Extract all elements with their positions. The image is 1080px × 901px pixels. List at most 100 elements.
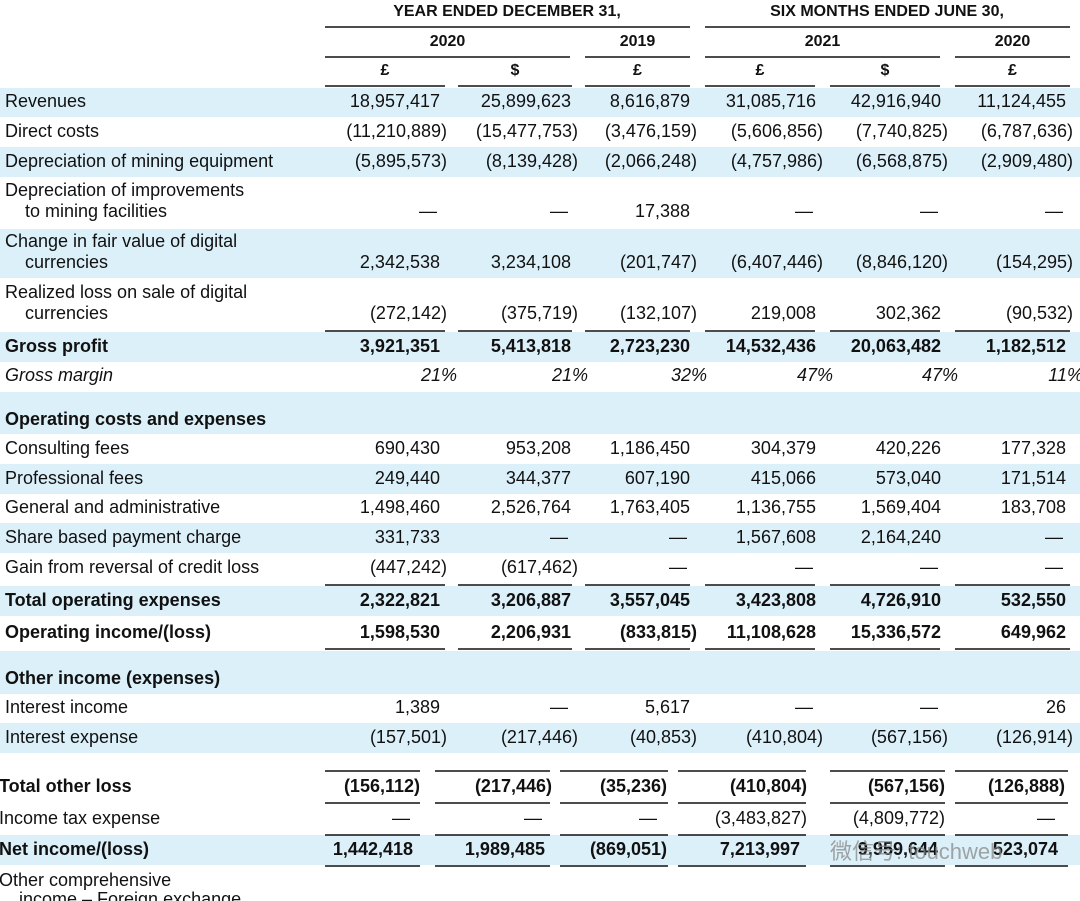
cell-value: 2,342,538 xyxy=(360,252,440,272)
row-label: Operating costs and expenses xyxy=(5,409,266,429)
cell-value: (217,446) xyxy=(475,776,552,796)
cell-value: (3,476,159) xyxy=(605,121,697,141)
row-label: Revenues xyxy=(5,91,86,111)
cell-value: (8,139,428) xyxy=(486,151,578,171)
row-label: General and administrative xyxy=(5,497,220,517)
cell-value: 1,569,404 xyxy=(861,497,941,517)
watermark: 微信号: touchweb xyxy=(830,839,1002,864)
cell-value: 415,066 xyxy=(751,468,816,488)
cell-value: 1,989,485 xyxy=(465,839,545,859)
row-label: Consulting fees xyxy=(5,438,129,458)
cell-value: (157,501) xyxy=(370,727,447,747)
cell-value: 573,040 xyxy=(876,468,941,488)
cell-value: — xyxy=(920,557,938,577)
cell-value: (2,066,248) xyxy=(605,151,697,171)
cell-value: 420,226 xyxy=(876,438,941,458)
cell-value: — xyxy=(795,557,813,577)
cell-value: (7,740,825) xyxy=(856,121,948,141)
cell-value: 1,442,418 xyxy=(333,839,413,859)
cell-value: — xyxy=(920,697,938,717)
row-band xyxy=(0,586,1080,616)
cell-value: 171,514 xyxy=(1001,468,1066,488)
row-label: Interest expense xyxy=(5,727,138,747)
row-label: currencies xyxy=(25,303,108,323)
cell-value: — xyxy=(669,527,687,547)
cell-value: (375,719) xyxy=(501,303,578,323)
cell-value: (447,242) xyxy=(370,557,447,577)
cell-value: (217,446) xyxy=(501,727,578,747)
cell-value: 607,190 xyxy=(625,468,690,488)
cell-value: 18,957,417 xyxy=(350,91,440,111)
cell-value: (410,804) xyxy=(746,727,823,747)
cell-value: (5,895,573) xyxy=(355,151,447,171)
cell-value: (4,757,986) xyxy=(731,151,823,171)
group-header: YEAR ENDED DECEMBER 31, xyxy=(393,3,621,20)
row-label: Net income/(loss) xyxy=(0,839,149,859)
row-label: currencies xyxy=(25,252,108,272)
row-label: Other comprehensive xyxy=(0,870,171,890)
row-label: Change in fair value of digital xyxy=(5,231,237,251)
cell-value: 3,921,351 xyxy=(360,336,440,356)
cell-value: — xyxy=(1037,808,1055,828)
currency-header: $ xyxy=(881,62,890,79)
cell-value: 523,074 xyxy=(993,839,1058,859)
cell-value: (272,142) xyxy=(370,303,447,323)
currency-header: $ xyxy=(511,62,520,79)
cell-value: 1,186,450 xyxy=(610,438,690,458)
cell-value: 3,234,108 xyxy=(491,252,571,272)
cell-value: (4,809,772) xyxy=(853,808,945,828)
cell-value: 4,726,910 xyxy=(861,590,941,610)
cell-value: 1,182,512 xyxy=(986,336,1066,356)
cell-value: (11,210,889) xyxy=(346,121,447,141)
cell-value: 21% xyxy=(551,365,588,385)
cell-value: 1,567,608 xyxy=(736,527,816,547)
cell-value: — xyxy=(669,557,687,577)
cell-value: 344,377 xyxy=(506,468,571,488)
cell-value: 5,413,818 xyxy=(491,336,571,356)
row-label: Gross margin xyxy=(5,365,113,385)
cell-value: — xyxy=(550,697,568,717)
row-label: Operating income/(loss) xyxy=(5,622,211,642)
row-label: Gross profit xyxy=(5,336,108,356)
cell-value: 1,763,405 xyxy=(610,497,690,517)
cell-value: (567,156) xyxy=(868,776,945,796)
cell-value: 1,598,530 xyxy=(360,622,440,642)
cell-value: — xyxy=(1045,557,1063,577)
year-header: 2020 xyxy=(430,33,466,50)
row-band xyxy=(0,332,1080,362)
row-label: Other income (expenses) xyxy=(5,668,220,688)
cell-value: 11,108,628 xyxy=(727,622,816,642)
group-header: SIX MONTHS ENDED JUNE 30, xyxy=(770,3,1004,20)
cell-value: 11% xyxy=(1048,365,1080,385)
cell-value: — xyxy=(524,808,542,828)
cell-value: 183,708 xyxy=(1001,497,1066,517)
row-band xyxy=(0,147,1080,177)
row-band xyxy=(0,392,1080,434)
cell-value: — xyxy=(639,808,657,828)
cell-value: (2,909,480) xyxy=(981,151,1073,171)
cell-value: 249,440 xyxy=(375,468,440,488)
cell-value: 9,959,644 xyxy=(858,839,938,859)
cell-value: 42,916,940 xyxy=(851,91,941,111)
cell-value: — xyxy=(550,201,568,221)
row-band xyxy=(0,723,1080,753)
cell-value: — xyxy=(1045,527,1063,547)
year-header: 2020 xyxy=(995,33,1031,50)
cell-value: (410,804) xyxy=(730,776,807,796)
cell-value: 690,430 xyxy=(375,438,440,458)
currency-header: £ xyxy=(633,62,642,79)
cell-value: (617,462) xyxy=(501,557,578,577)
cell-value: 532,550 xyxy=(1001,590,1066,610)
cell-value: 17,388 xyxy=(635,201,690,221)
cell-value: 3,557,045 xyxy=(610,590,690,610)
row-label: Share based payment charge xyxy=(5,527,241,547)
cell-value: (5,606,856) xyxy=(731,121,823,141)
cell-value: 304,379 xyxy=(751,438,816,458)
cell-value: — xyxy=(419,201,437,221)
cell-value: — xyxy=(795,697,813,717)
row-label: Depreciation of mining equipment xyxy=(5,151,273,171)
currency-header: £ xyxy=(1008,62,1017,79)
row-label: Income tax expense xyxy=(0,808,160,828)
cell-value: — xyxy=(795,201,813,221)
cell-value: 2,526,764 xyxy=(491,497,571,517)
